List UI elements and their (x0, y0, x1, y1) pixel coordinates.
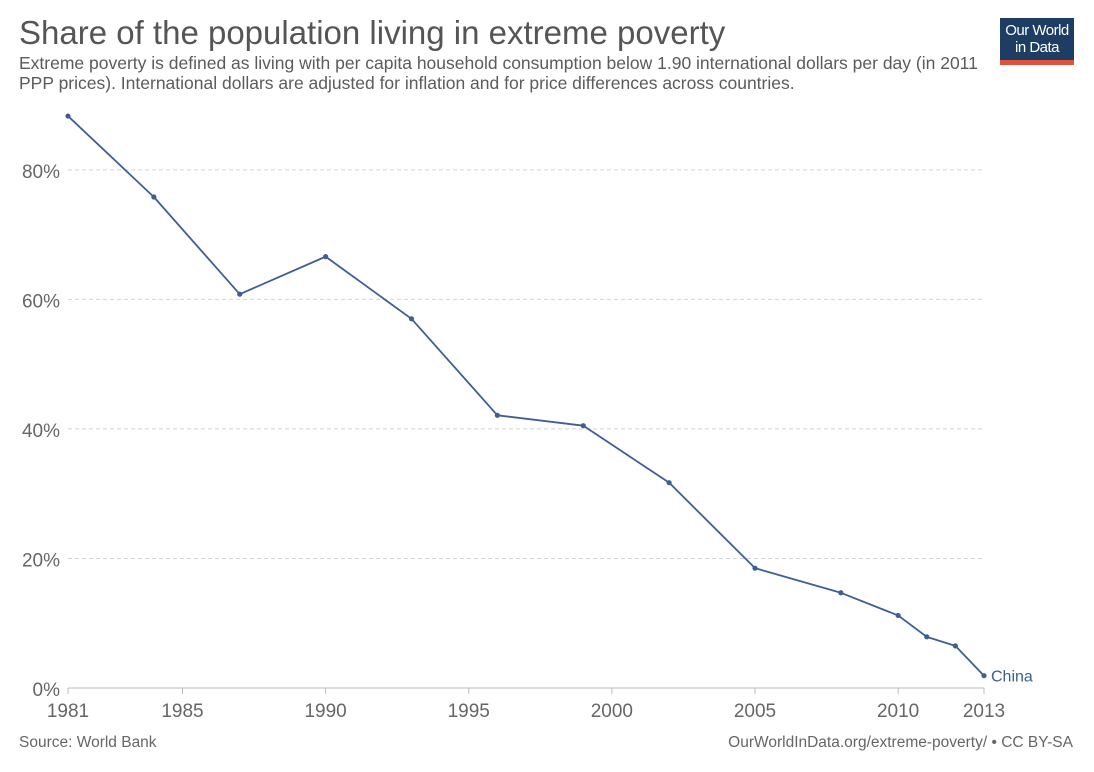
data-point (952, 643, 958, 649)
logo-line-1: Our World (1005, 22, 1069, 39)
data-point (323, 254, 329, 260)
series-label: China (991, 669, 1033, 686)
source-url[interactable]: OurWorldInData.org/extreme-poverty/ • CC… (728, 734, 1073, 751)
x-tick-label: 1990 (304, 701, 346, 722)
x-tick-label: 1981 (47, 701, 89, 722)
series-group: China (65, 113, 1033, 686)
y-tick-label: 40% (22, 421, 60, 442)
data-point (151, 194, 157, 200)
data-point (65, 113, 71, 119)
chart-subtitle: Extreme poverty is defined as living wit… (19, 53, 978, 93)
x-tick-label: 2000 (591, 701, 633, 722)
x-tick-label: 2005 (734, 701, 776, 722)
data-point (924, 634, 930, 640)
logo-accent-bar (1000, 60, 1074, 65)
series-line-china (67, 115, 985, 677)
source-note: Source: World Bank (19, 734, 157, 751)
chart-title: Share of the population living in extrem… (19, 14, 726, 51)
our-world-in-data-logo[interactable]: Our World in Data (1000, 18, 1074, 65)
x-tick-label: 2010 (877, 701, 919, 722)
data-point (408, 316, 415, 322)
x-tick-label: 2013 (963, 701, 1005, 722)
x-tick-label: 1985 (161, 701, 203, 722)
x-axis: 1981 1985 1990 1995 2000 2005 2010 2013 (47, 687, 1005, 722)
y-tick-label: 0% (33, 680, 61, 701)
data-point (666, 480, 672, 486)
data-point (838, 590, 844, 596)
data-point (752, 565, 758, 571)
y-tick-label: 20% (22, 550, 60, 571)
data-point (895, 612, 901, 619)
data-point (494, 412, 500, 418)
logo-line-2: in Data (1014, 39, 1060, 56)
y-tick-label: 60% (22, 291, 60, 312)
y-axis-ticks: 0% 20% 40% 60% 80% (22, 162, 60, 701)
y-tick-label: 80% (22, 162, 60, 183)
data-point (981, 673, 987, 679)
data-point (237, 291, 243, 297)
gridlines (68, 169, 984, 559)
x-tick-label: 1995 (448, 701, 490, 722)
data-point (580, 423, 586, 429)
